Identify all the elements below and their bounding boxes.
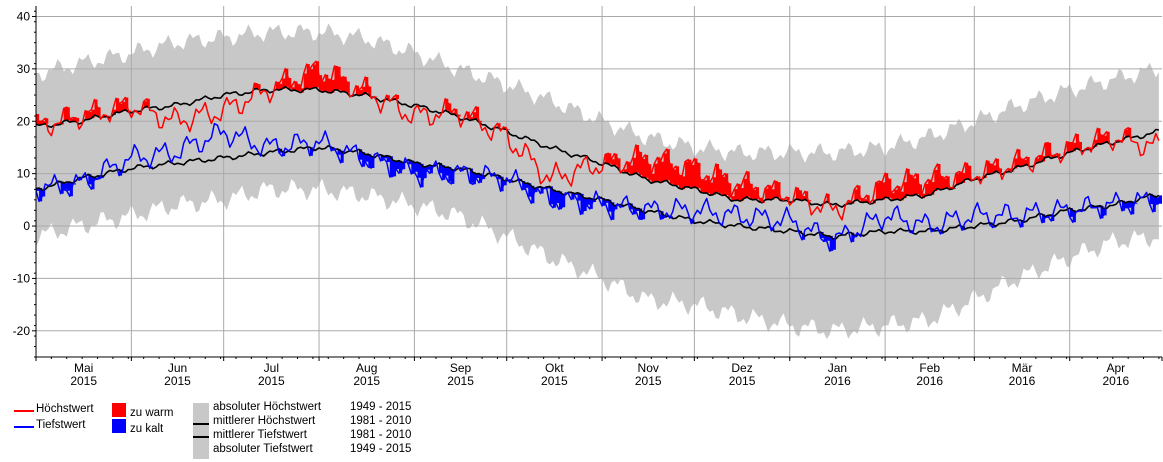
axes: -20-10010203040Mai2015Jun2015Jul2015Aug2…	[13, 6, 1163, 388]
x-year-label: 2015	[258, 374, 285, 388]
x-year-label: 2016	[1009, 374, 1036, 388]
x-year-label: 2016	[1103, 374, 1130, 388]
x-month-label: Mai	[74, 361, 93, 375]
legend-mean-min-swatch	[193, 436, 209, 438]
x-month-label: Jul	[264, 361, 279, 375]
legend-warm-swatch	[112, 403, 126, 417]
legend-mean-max-years: 1981 - 2010	[350, 415, 412, 427]
x-month-label: Aug	[356, 361, 377, 375]
x-year-label: 2015	[635, 374, 662, 388]
x-year-label: 2016	[916, 374, 943, 388]
max-line	[35, 60, 1160, 221]
x-year-label: 2015	[729, 374, 756, 388]
series-lines	[35, 60, 1160, 252]
absolute-range-band	[36, 23, 1159, 340]
y-tick-label: 30	[17, 62, 31, 76]
legend-cold-label: zu kalt	[130, 423, 164, 435]
y-tick-label: 0	[23, 219, 30, 233]
legend-min-swatch	[14, 426, 34, 428]
x-month-label: Mär	[1012, 361, 1033, 375]
absolute-range-area	[36, 23, 1159, 340]
x-month-label: Feb	[919, 361, 940, 375]
legend-max-label: Höchstwert	[36, 403, 94, 415]
legend-mean-min-label: mittlerer Tiefstwert	[213, 429, 307, 441]
x-month-label: Jan	[828, 361, 847, 375]
legend-max-swatch	[14, 410, 34, 412]
x-month-label: Nov	[638, 361, 659, 375]
x-year-label: 2015	[164, 374, 191, 388]
x-month-label: Dez	[731, 361, 752, 375]
legend-abs-max-label: absoluter Höchstwert	[213, 401, 322, 413]
legend-cold-swatch	[112, 419, 126, 433]
legend-abs-max-years: 1949 - 2015	[350, 401, 412, 413]
legend-abs-min-label: absoluter Tiefstwert	[213, 443, 313, 455]
legend-mean-max-swatch	[193, 423, 209, 425]
min-line	[35, 122, 1159, 252]
x-month-label: Okt	[545, 361, 564, 375]
y-tick-label: -20	[13, 324, 31, 338]
temperature-chart: -20-10010203040Mai2015Jun2015Jul2015Aug2…	[13, 6, 1163, 388]
y-tick-label: 40	[17, 9, 31, 23]
legend: Höchstwert Tiefstwert zu warm zu kalt ab…	[0, 398, 1163, 462]
legend-min-label: Tiefstwert	[36, 419, 86, 431]
x-year-label: 2015	[70, 374, 97, 388]
legend-mean-max-label: mittlerer Höchstwert	[213, 415, 316, 427]
x-month-label: Jun	[168, 361, 187, 375]
x-month-label: Sep	[450, 361, 472, 375]
x-year-label: 2016	[824, 374, 851, 388]
mean-min-line	[35, 145, 1160, 240]
legend-mean-min-years: 1981 - 2010	[350, 429, 412, 441]
x-year-label: 2015	[541, 374, 568, 388]
legend-abs-min-years: 1949 - 2015	[350, 443, 412, 455]
y-tick-label: 20	[17, 114, 31, 128]
x-month-label: Apr	[1107, 361, 1126, 375]
x-year-label: 2015	[353, 374, 380, 388]
y-tick-label: -10	[13, 271, 31, 285]
y-tick-label: 10	[17, 167, 31, 181]
x-year-label: 2015	[447, 374, 474, 388]
legend-warm-label: zu warm	[130, 407, 174, 419]
legend-band-swatch	[193, 403, 209, 459]
